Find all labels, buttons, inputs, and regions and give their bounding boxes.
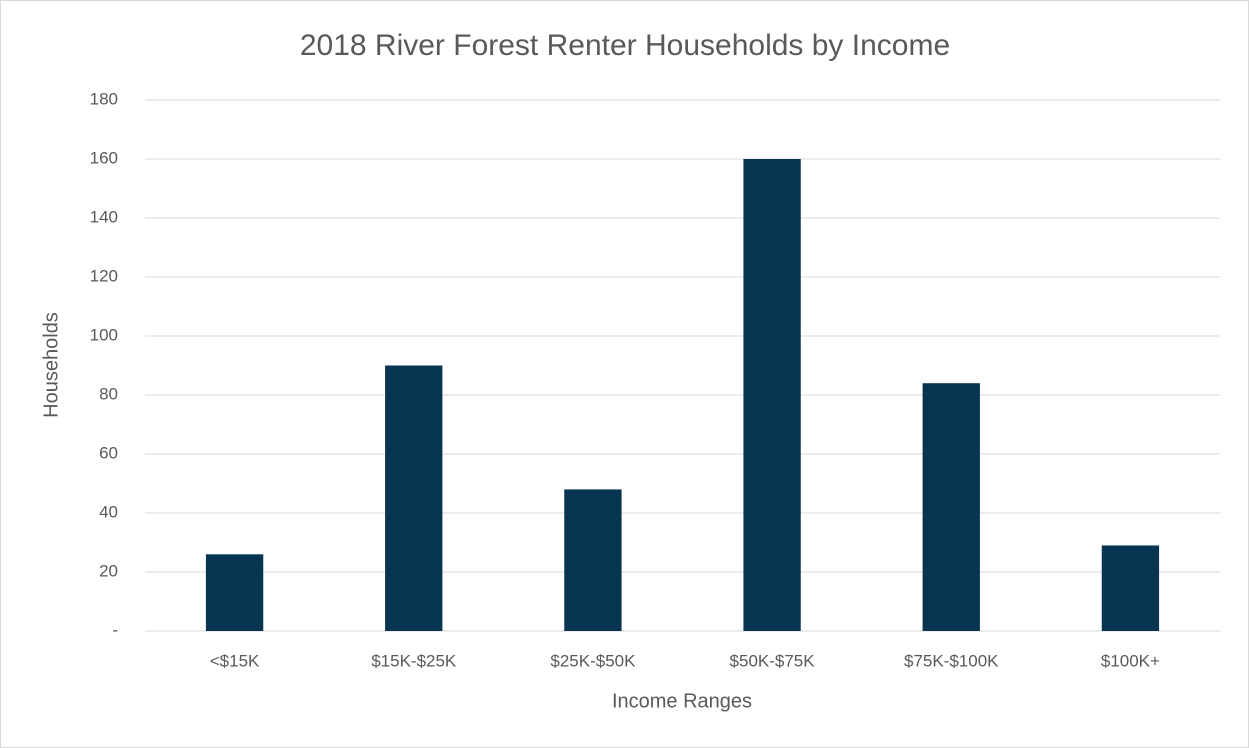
- bar: [385, 365, 443, 631]
- y-tick-label: 120: [90, 266, 118, 285]
- y-tick-label: 140: [90, 207, 118, 226]
- y-tick-label: 180: [90, 89, 118, 108]
- y-tick-label: 100: [90, 325, 118, 344]
- bar: [564, 489, 622, 631]
- x-tick-label: $15K-$25K: [371, 651, 457, 670]
- y-tick-label: 60: [99, 443, 118, 462]
- y-tick-label: 20: [99, 561, 118, 580]
- bar: [922, 383, 980, 631]
- x-tick-label: $75K-$100K: [904, 651, 999, 670]
- y-tick-label: 40: [99, 502, 118, 521]
- x-axis-title: Income Ranges: [612, 690, 752, 712]
- bar: [743, 159, 801, 631]
- x-tick-label: $25K-$50K: [550, 651, 636, 670]
- y-tick-label: 80: [99, 384, 118, 403]
- y-tick-label: 160: [90, 148, 118, 167]
- y-tick-label: -: [112, 620, 118, 639]
- chart-title: 2018 River Forest Renter Households by I…: [300, 29, 950, 62]
- bar: [205, 554, 264, 631]
- x-tick-label: <$15K: [210, 651, 260, 670]
- bar: [1101, 545, 1160, 631]
- x-tick-label: $50K-$75K: [730, 651, 816, 670]
- x-tick-label: $100K+: [1101, 651, 1160, 670]
- y-axis-title: Households: [40, 312, 62, 418]
